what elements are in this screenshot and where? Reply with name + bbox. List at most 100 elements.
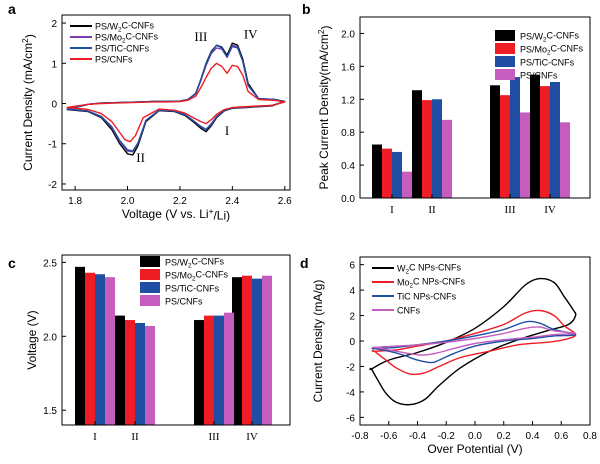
cv-curve: [371, 326, 577, 356]
bar: [490, 85, 500, 198]
legend-label: PS/CNFs: [165, 297, 203, 307]
x-tick-label: 0.8: [583, 431, 597, 442]
bar: [242, 275, 252, 425]
peak-label: III: [194, 29, 207, 44]
bar: [95, 274, 105, 425]
bar: [500, 95, 510, 198]
bar: [412, 90, 422, 198]
panel-label-b: b: [302, 1, 311, 17]
y-tick-label: 0.8: [341, 128, 355, 139]
y-tick-label: 0: [51, 100, 57, 111]
legend-label: Mo2C NPs-CNFs: [397, 277, 466, 290]
bar: [372, 144, 382, 198]
x-tick-label: -0.2: [438, 431, 456, 442]
legend-label: PS/Mo2C-CNFs: [520, 44, 584, 57]
x-tick-label: II: [131, 431, 139, 443]
x-tick-label: 2.2: [173, 196, 187, 207]
x-tick-label: 2.4: [225, 196, 239, 207]
bar: [145, 325, 155, 425]
bar: [194, 320, 204, 425]
y-tick-label: 1: [51, 59, 57, 70]
plot-frame: [61, 254, 291, 426]
y-tick-label: 0: [349, 337, 355, 348]
y-tick-label: 1.2: [341, 95, 355, 106]
peak-label: I: [225, 123, 229, 138]
y-tick-label: 0.0: [341, 194, 355, 205]
bar: [262, 275, 272, 425]
legend-label: PS/CNFs: [95, 55, 133, 65]
x-tick-label: -0.4: [409, 431, 427, 442]
panel-label-c: c: [8, 255, 16, 271]
y-tick-label: -2: [48, 180, 57, 191]
legend-swatch: [140, 295, 160, 306]
bar: [85, 272, 95, 425]
bar: [402, 171, 412, 198]
y-tick-label: 2.0: [43, 332, 57, 343]
bar: [550, 81, 560, 198]
legend-label: PS/TiC-CNFs: [165, 284, 220, 294]
legend-swatch: [140, 269, 160, 280]
bar: [135, 323, 145, 425]
panel-c: 1.52.02.5I II III IVPS/W2C-CNFsPS/Mo2C-CNFs…: [25, 254, 291, 443]
legend-swatch: [140, 282, 160, 293]
cv-curve: [369, 277, 577, 406]
bar: [510, 77, 520, 198]
bar: [392, 151, 402, 198]
legend-swatch: [140, 256, 160, 267]
bar: [204, 315, 214, 425]
legend-swatch: [495, 69, 515, 80]
legend-label: PS/Mo2C-CNFs: [95, 32, 159, 45]
peak-label: II: [136, 150, 145, 165]
panel-a: -2 -1 0 1 2 1.8 2.0 2.2 2.4 2.6 PS/W2C-CNFsPS/Mo2C…: [20, 14, 292, 223]
legend-swatch: [495, 43, 515, 54]
legend-label: W2C NPs-CNFs: [397, 263, 462, 276]
bar: [382, 148, 392, 198]
y-axis-title: Current Density (mA/cm2): [20, 34, 36, 171]
bar: [442, 119, 452, 198]
y-tick-label: 2.0: [341, 29, 355, 40]
x-tick-label: 2.0: [121, 196, 135, 207]
y-tick-label: -1: [48, 140, 57, 151]
bar: [224, 312, 234, 425]
y-tick-label: 1.6: [341, 62, 355, 73]
legend-label: PS/W2C-CNFs: [95, 21, 155, 34]
legend-label: PS/Mo2C-CNFs: [165, 270, 229, 283]
y-tick-label: 2: [349, 312, 355, 323]
bar: [115, 315, 125, 425]
y-tick-label: 2: [51, 19, 57, 30]
y-tick-label: 1.5: [43, 406, 57, 417]
x-axis-title: Over Potential (V): [427, 442, 522, 456]
x-tick-label: IV: [544, 204, 556, 216]
x-axis-title: Voltage (V vs. Li+/Li): [122, 206, 230, 222]
bar: [422, 100, 432, 198]
bar: [252, 278, 262, 425]
bar: [214, 315, 224, 425]
panel-d: -6 -4 -2 0 2 4 6 -0.8 -0.6 -0.4 -0.2 0.0 0.2 0.4 0.6 0.…: [311, 256, 597, 456]
legend-label: PS/TiC-CNFs: [520, 58, 575, 68]
bar: [560, 122, 570, 198]
x-tick-label: III: [505, 204, 516, 216]
legend-label: PS/W2C-CNFs: [165, 257, 225, 270]
y-tick-label: 6: [349, 261, 355, 272]
legend-label: PS/CNFs: [520, 71, 558, 81]
y-tick-label: -4: [346, 388, 355, 399]
y-tick-label: -6: [346, 413, 355, 424]
x-tick-label: -0.8: [351, 431, 369, 442]
bar: [540, 86, 550, 198]
x-tick-label: III: [209, 431, 220, 443]
bar: [105, 277, 115, 425]
panel-b: 0.00.40.81.21.62.0I II III IVPS/W2C-CNFsPS/…: [316, 16, 591, 216]
bar: [432, 99, 442, 198]
panel-label-a: a: [8, 1, 16, 17]
legend-label: TiC NPs-CNFs: [397, 292, 457, 302]
legend-label: CNFs: [397, 306, 420, 316]
x-tick-label: I: [390, 204, 394, 216]
x-tick-label: 1.8: [68, 196, 82, 207]
bar: [125, 320, 135, 425]
x-tick-label: IV: [246, 431, 258, 443]
y-tick-label: 4: [349, 286, 355, 297]
y-axis-title: Current Density (mA/g): [311, 280, 325, 403]
bar: [520, 112, 530, 198]
x-tick-label: 2.6: [278, 196, 292, 207]
